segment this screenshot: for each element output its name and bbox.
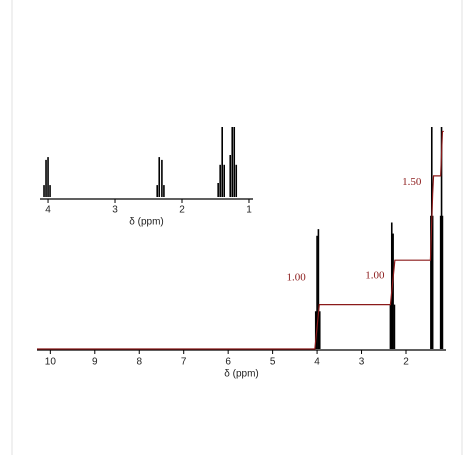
- x-tick-label: 7: [181, 357, 187, 368]
- x-tick-label: 4: [314, 357, 320, 368]
- integral-label: 1.00: [365, 269, 385, 281]
- integral-label: 1.50: [402, 176, 422, 188]
- x-tick-label: 3: [359, 357, 365, 368]
- x-tick-label: 2: [403, 357, 409, 368]
- x-tick-label: 2: [179, 205, 185, 216]
- integral-label: 1.00: [287, 271, 307, 283]
- x-tick-label: 6: [225, 357, 231, 368]
- x-tick-label: 9: [92, 357, 98, 368]
- x-tick-label: 1: [246, 205, 252, 216]
- x-tick-label: 4: [45, 205, 51, 216]
- x-tick-label: 3: [112, 205, 118, 216]
- integration-curve: [37, 130, 444, 350]
- x-tick-label: 10: [45, 357, 57, 368]
- x-axis-title: δ (ppm): [224, 369, 258, 380]
- x-tick-label: 8: [136, 357, 142, 368]
- x-axis-title: δ (ppm): [129, 217, 163, 228]
- x-tick-label: 5: [270, 357, 276, 368]
